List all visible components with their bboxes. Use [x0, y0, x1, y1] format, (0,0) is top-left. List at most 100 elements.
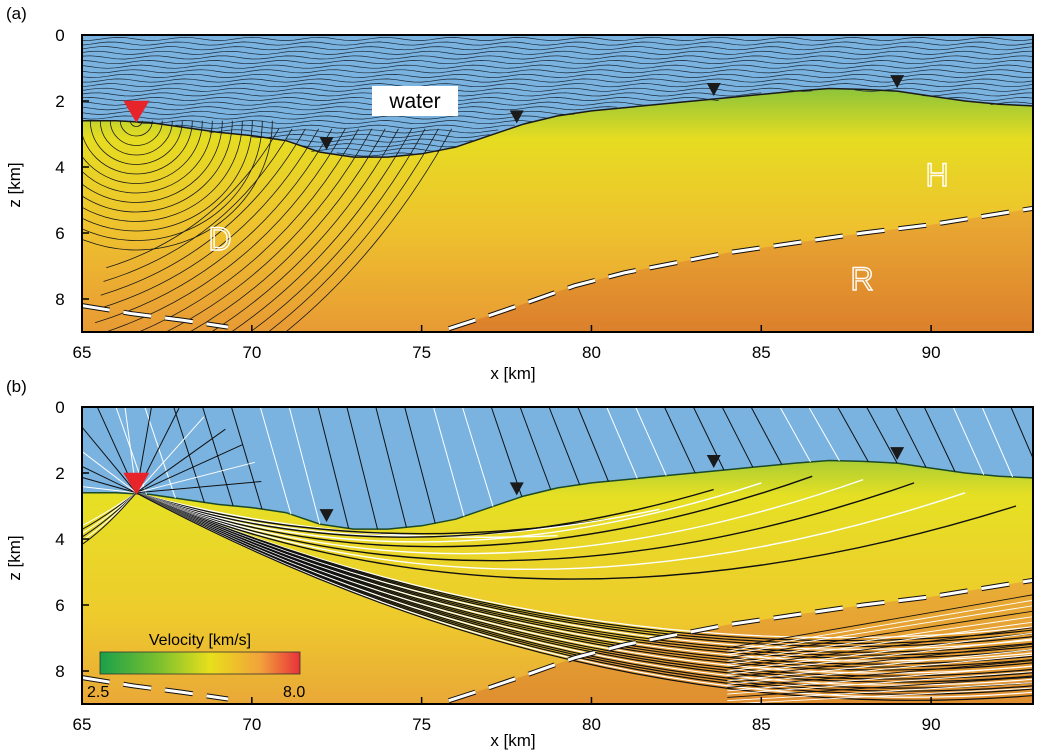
ray — [136, 444, 243, 494]
ray — [82, 465, 137, 494]
wavefront — [82, 120, 233, 213]
wavefront — [230, 128, 413, 332]
wavefront — [82, 120, 243, 222]
panel-letter: (b) — [6, 377, 27, 396]
water-layer — [82, 35, 1033, 158]
colorbar-max-label: 8.0 — [283, 684, 305, 701]
y-tick-label: 8 — [55, 662, 64, 681]
ray — [346, 407, 378, 530]
ray — [136, 492, 1033, 665]
y-axis-title: z [km] — [5, 162, 24, 207]
ray — [837, 407, 869, 462]
ray — [136, 492, 1033, 650]
ray — [288, 407, 321, 525]
water-wavefront — [209, 129, 499, 134]
ray — [136, 478, 864, 555]
receiver-marker — [319, 509, 334, 523]
wavefront — [97, 128, 320, 310]
source-marker-triangle — [123, 100, 150, 123]
ray — [721, 407, 754, 468]
source-marker — [123, 472, 150, 495]
receiver-marker — [509, 110, 524, 124]
ray — [144, 407, 176, 499]
ray — [136, 492, 1017, 580]
ray — [952, 407, 985, 476]
wavefront — [82, 120, 213, 194]
ray — [981, 407, 1014, 478]
source-marker-triangle — [123, 472, 150, 495]
wavefront — [82, 120, 193, 175]
wavefront-lines — [82, 36, 1033, 332]
boundary-dash — [448, 206, 1033, 331]
ray — [727, 632, 1033, 672]
water-wavefront — [82, 55, 1033, 60]
water-wavefront — [82, 60, 1033, 65]
wavefront — [100, 128, 306, 296]
plot-frame — [81, 406, 1034, 705]
ray — [727, 610, 1033, 659]
ray — [136, 492, 1033, 680]
wavefront — [82, 120, 253, 232]
water-label-box — [372, 86, 458, 116]
receiver-marker — [706, 455, 721, 469]
x-axis: 65 70 75 80 85 90 — [73, 697, 941, 734]
wavefront — [164, 128, 373, 332]
x-tick-label: 75 — [412, 715, 431, 734]
ray — [808, 407, 840, 462]
ray — [923, 407, 956, 472]
ray — [727, 682, 1033, 702]
ray — [727, 605, 1033, 655]
x-axis-title: x [km] — [490, 364, 535, 383]
ray — [727, 638, 1033, 675]
ray — [317, 407, 350, 529]
wavefront — [94, 128, 333, 324]
receiver-marker — [706, 83, 721, 97]
colorbar-min-label: 2.5 — [87, 684, 109, 701]
ray — [727, 621, 1033, 665]
receiver-marker — [890, 447, 905, 461]
wavefront — [210, 128, 399, 332]
ray — [727, 643, 1033, 679]
ray — [136, 482, 762, 543]
ray — [490, 407, 523, 497]
ray — [577, 407, 609, 482]
ray — [727, 654, 1033, 685]
water-wavefront — [251, 133, 490, 138]
wavefront — [109, 120, 163, 146]
ray — [82, 476, 137, 494]
ray — [727, 660, 1033, 688]
y-axis: 0 2 4 6 8 — [55, 26, 89, 309]
water-wavefront — [82, 50, 1033, 55]
ray — [136, 492, 1033, 659]
receivers — [319, 75, 905, 151]
basement-layer — [448, 208, 1033, 332]
panel-a: water D H R 0 2 4 6 8 65 70 75 80 85 90 (a) z [km… — [5, 4, 1034, 383]
wavefront — [104, 128, 346, 332]
ray — [230, 407, 263, 510]
ray — [727, 676, 1033, 698]
seafloor-line — [82, 459, 1033, 530]
ray — [136, 492, 1033, 662]
y-tick-label: 8 — [55, 290, 64, 309]
ray — [461, 407, 494, 507]
wavefront — [106, 128, 280, 269]
ray — [635, 407, 667, 476]
ray — [1010, 407, 1033, 460]
y-tick-label: 2 — [55, 92, 64, 111]
wavefront — [119, 120, 153, 137]
ray — [136, 492, 660, 538]
ray — [82, 450, 137, 494]
ray — [136, 482, 915, 562]
y-tick-label: 4 — [55, 530, 64, 549]
water-wavefront — [82, 83, 1033, 88]
ray — [606, 407, 638, 479]
wavefront — [267, 128, 439, 332]
ray — [136, 492, 1033, 674]
ray — [136, 475, 813, 548]
y-tick-label: 0 — [55, 398, 64, 417]
receiver-marker — [890, 75, 905, 89]
ray — [136, 428, 226, 494]
water-wavefront — [132, 120, 533, 125]
x-tick-label: 80 — [582, 715, 601, 734]
